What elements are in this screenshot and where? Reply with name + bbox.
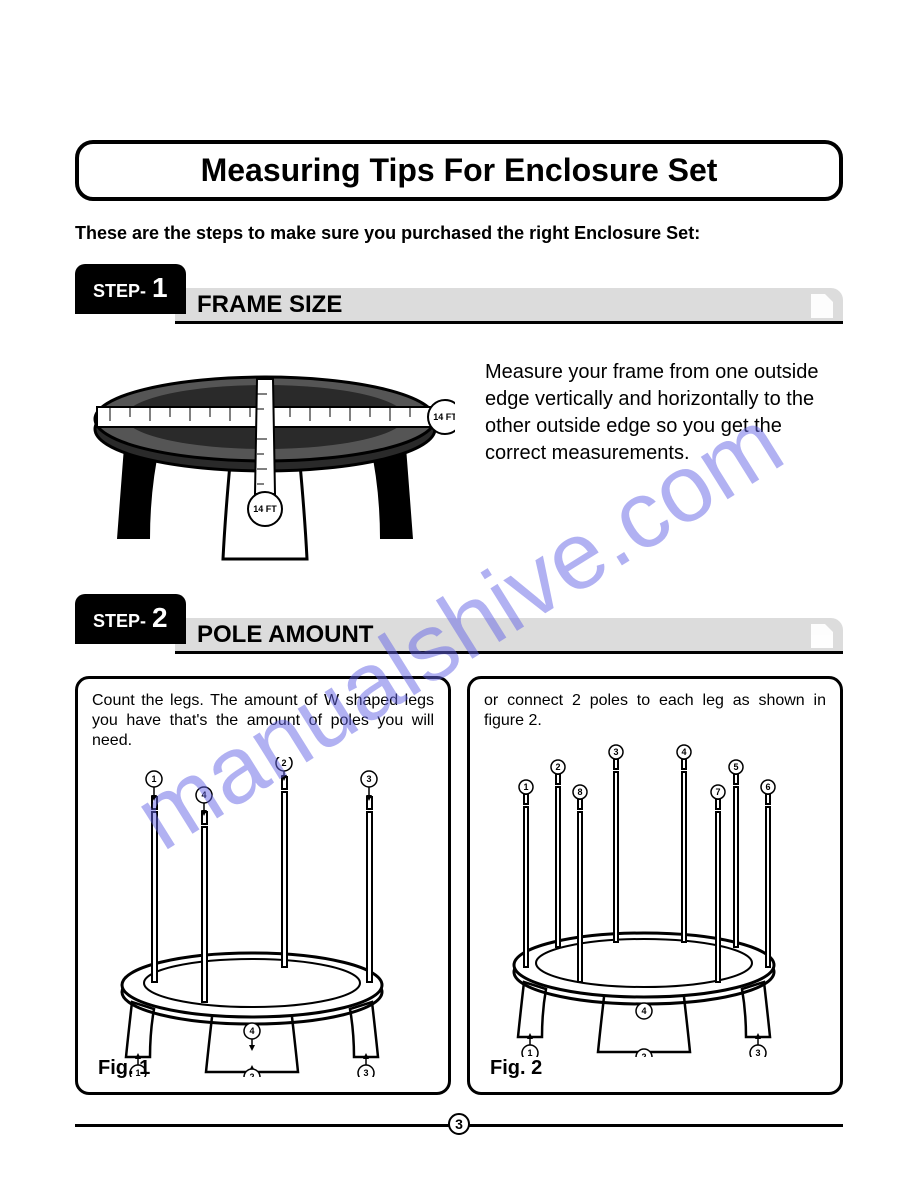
figure-1-label: Fig. 1 <box>98 1057 150 1080</box>
document-icon <box>811 624 833 648</box>
step-1-text: Measure your frame from one outside edge… <box>485 349 843 569</box>
leg-num: 4 <box>641 1006 646 1016</box>
step-1-header: STEP- 1 FRAME SIZE <box>75 264 843 324</box>
step-2: STEP- 2 POLE AMOUNT Count the legs. The … <box>75 594 843 1095</box>
document-icon <box>811 294 833 318</box>
pole-num: 2 <box>555 762 560 772</box>
figure-2-label: Fig. 2 <box>490 1057 542 1080</box>
leg-num: 3 <box>363 1068 368 1077</box>
pole-num: 3 <box>613 747 618 757</box>
step-1-bar: FRAME SIZE <box>175 288 843 324</box>
step-2-bar-title: POLE AMOUNT <box>197 621 373 649</box>
step-1-content: 14 FT 14 FT Measure your frame from one … <box>75 349 843 569</box>
figure-1-pane: Count the legs. The amount of W shaped l… <box>75 676 451 1095</box>
page-footer: 3 <box>75 1114 843 1138</box>
dim-label-h: 14 FT <box>433 412 455 422</box>
step-2-tab: STEP- 2 <box>75 594 186 644</box>
page-number: 3 <box>448 1113 470 1135</box>
leg-num: 1 <box>527 1048 532 1057</box>
figure-1-diagram: 1 2 3 4 1 2 3 4 <box>92 757 412 1077</box>
step-2-content: Count the legs. The amount of W shaped l… <box>75 676 843 1095</box>
leg-num: 4 <box>249 1026 254 1036</box>
step-2-bar: POLE AMOUNT <box>175 618 843 654</box>
figure-2-text: or connect 2 poles to each leg as shown … <box>484 691 826 731</box>
step-2-tab-num: 2 <box>152 602 168 634</box>
step-1-bar-title: FRAME SIZE <box>197 291 342 319</box>
step-1-tab-num: 1 <box>152 272 168 304</box>
pole-num: 5 <box>733 762 738 772</box>
pole-num: 4 <box>681 747 686 757</box>
pole-num: 1 <box>151 774 156 784</box>
step-1-tab-label: STEP- <box>93 281 146 302</box>
dim-label-v: 14 FT <box>253 504 277 514</box>
step-2-tab-label: STEP- <box>93 611 146 632</box>
pole-num: 1 <box>523 782 528 792</box>
trampoline-measure-diagram: 14 FT 14 FT <box>75 349 455 569</box>
title-box: Measuring Tips For Enclosure Set <box>75 140 843 201</box>
leg-num: 3 <box>755 1048 760 1057</box>
step-1-tab: STEP- 1 <box>75 264 186 314</box>
pole-num: 2 <box>281 758 286 768</box>
figure-1-text: Count the legs. The amount of W shaped l… <box>92 691 434 751</box>
leg-num: 2 <box>641 1052 646 1057</box>
pole-num: 6 <box>765 782 770 792</box>
step-2-header: STEP- 2 POLE AMOUNT <box>75 594 843 654</box>
step-1: STEP- 1 FRAME SIZE <box>75 264 843 569</box>
figure-2-diagram: 1 2 3 4 5 6 7 8 1 2 3 4 <box>484 737 804 1057</box>
pole-num: 8 <box>577 787 582 797</box>
intro-text: These are the steps to make sure you pur… <box>75 223 843 244</box>
pole-num: 4 <box>201 790 206 800</box>
page-title: Measuring Tips For Enclosure Set <box>99 152 819 189</box>
figure-2-pane: or connect 2 poles to each leg as shown … <box>467 676 843 1095</box>
leg-num: 2 <box>249 1072 254 1077</box>
pole-num: 3 <box>366 774 371 784</box>
pole-num: 7 <box>715 787 720 797</box>
